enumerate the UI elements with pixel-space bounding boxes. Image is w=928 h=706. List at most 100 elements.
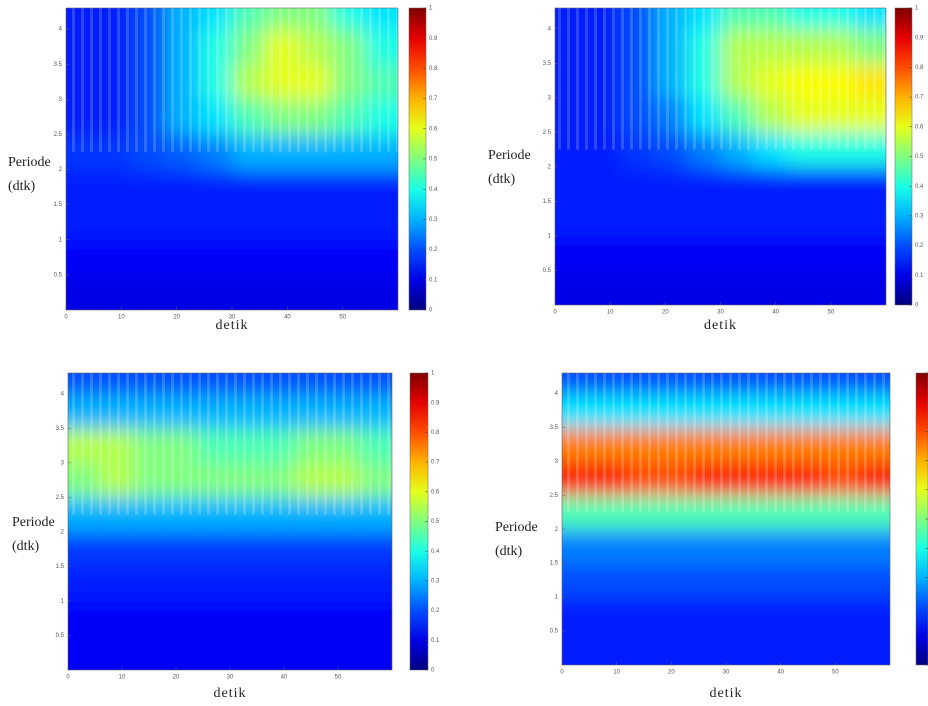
heat-cell [66,239,100,276]
y-axis-label: Periode (dtk) [495,520,538,559]
heat-cell [232,274,266,310]
heat-cell [198,204,233,241]
y-tick-label: 0.5 [56,633,65,639]
heat-cell [562,597,596,632]
x-tick-label: 20 [173,315,180,321]
heat-cell [364,239,398,276]
y-tick-label: 1.5 [54,202,63,208]
heat-cell [720,270,755,305]
heat-cell [99,169,133,206]
heat-cell [852,235,886,271]
heat-cell [262,600,296,636]
heat-cell [726,563,760,598]
colorbar-tick-label: 0.8 [431,430,440,436]
heat-cell [588,166,622,202]
heat-cell [786,235,821,271]
x-tick-label: 50 [832,670,839,676]
panel: 0 10 20 30 40 50 0.5 1 1.5 2 2.5 3 3.5 4 detik [550,372,928,701]
heat-cell [654,270,688,305]
y-tick-label: 1 [548,234,552,240]
stripe-overlay [555,8,886,150]
x-axis-label: detik [214,686,247,701]
heat-cell [786,166,821,202]
heat-cell [627,563,661,598]
heat-cell [132,169,167,206]
heat-cell [68,600,101,636]
x-tick-label: 30 [717,310,724,316]
heat-cell [331,169,366,206]
heat-cell [294,531,328,567]
heat-cell [165,239,200,276]
x-tick-label: 0 [66,675,70,681]
heat-cell [331,239,366,276]
colorbar-tick-label: 0.7 [915,95,924,101]
heat-cell [198,274,233,310]
x-tick-label: 20 [173,675,180,681]
y-tick-label: 1.5 [543,199,552,205]
heat-cell [852,201,886,237]
y-tick-label: 1 [59,237,63,243]
heat-cell [654,166,688,202]
y-tick-label: 4 [59,27,63,33]
colorbar-tick-label: 0.1 [429,277,438,283]
heat-cell [132,566,166,602]
heat-cell [660,597,694,632]
heat-cell [132,239,167,276]
y-tick-label: 3 [61,460,65,466]
heat-cell [165,274,200,310]
heat-cell [621,270,655,305]
y-axis-label: Periode (dtk) [12,515,55,554]
plot-area [555,8,886,305]
heat-cell [298,274,333,310]
heat-cell [726,597,760,632]
heat-cell [262,566,296,602]
heat-cell [197,600,231,636]
heat-cell [232,239,266,276]
y-tick-label: 1 [61,599,65,605]
x-tick-label: 20 [662,310,669,316]
heat-cell [627,597,661,632]
heat-cell [132,204,167,241]
heat-cell [791,563,825,598]
heat-cell [594,597,629,632]
heat-cell [66,274,100,310]
colorbar-tick-label: 0.1 [915,273,924,279]
heat-cell [198,169,233,206]
heat-cell [99,239,133,276]
heat-cell [359,635,392,670]
heat-cell [132,531,166,567]
heat-cell [562,529,596,564]
heat-cell [791,597,825,632]
y-tick-label: 4 [555,391,559,397]
y-tick-label: 2.5 [56,495,65,501]
heat-cell [230,531,263,567]
heat-cell [753,166,788,202]
heat-cell [327,635,361,670]
heat-cell [594,563,629,598]
colorbar-tick-label: 0.4 [431,549,440,555]
colorbar-tick-label: 0.3 [431,578,440,584]
heat-cell [198,239,233,276]
heat-cell [588,270,622,305]
heat-cell [758,631,793,665]
y-tick-label: 0.5 [543,268,552,274]
heat-cell [364,169,398,206]
heat-cell [294,635,328,670]
y-tick-label: 2.5 [54,132,63,138]
panel: 0 10 20 30 40 500.511.522.533.5400.10.20.30.4… [56,371,440,702]
x-tick-label: 10 [613,670,620,676]
heat-cell [791,631,825,665]
heat-cell [819,201,854,237]
x-tick-label: 30 [229,315,236,321]
y-tick-label: 3.5 [550,425,559,431]
heat-cell [720,235,755,271]
y-tick-label: 2.5 [550,493,559,499]
colorbar-tick-label: 0.7 [429,96,438,102]
heat-cell [555,201,589,237]
heat-cell [857,563,890,598]
heat-cell [562,563,596,598]
y-tick-label: 2 [555,527,559,533]
colorbar-tick-label: 0.2 [915,243,924,249]
heat-cell [68,566,101,602]
y-tick-label: 3.5 [543,61,552,67]
